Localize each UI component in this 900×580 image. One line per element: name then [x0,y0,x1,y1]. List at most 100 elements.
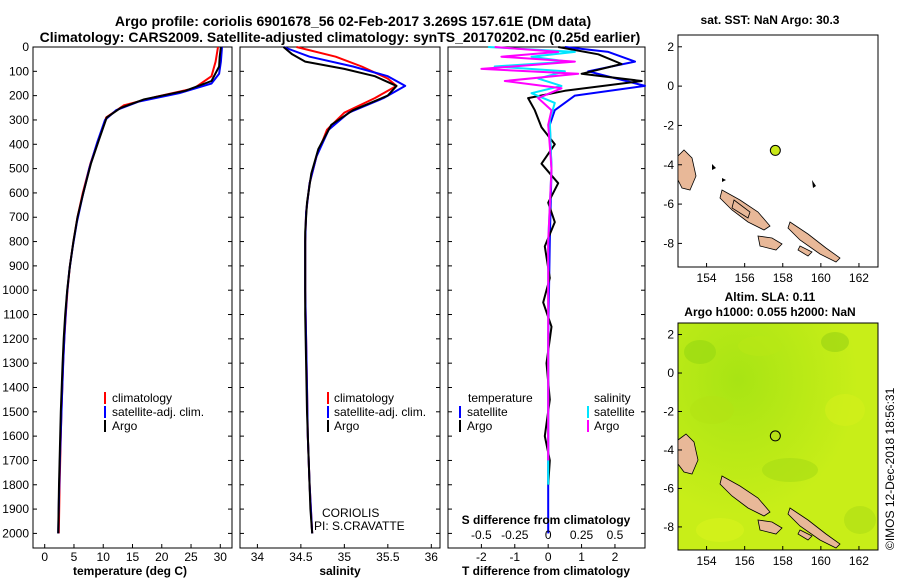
legend-label-sal-argo: Argo [594,419,620,433]
map-lat-label: -6 [663,481,674,495]
x-top-tick-label: -0.25 [501,528,529,542]
legend-label-climatology: climatology [112,391,172,405]
x-tick-label: 35.5 [376,550,400,564]
legend-label-argo: Argo [112,419,138,433]
island-shape [797,245,813,257]
sla-patch [844,506,876,534]
pi-annotation: PI: S.CRAVATTE [314,519,405,533]
difference-legend: temperature satellite Argo salinity sate… [459,391,635,433]
series-line-climatology [57,46,219,534]
series-line-salinity-satellite [488,46,576,485]
salinity-axis-label: salinity [319,564,361,578]
difference-plot-frame [447,46,646,549]
sla-patch [738,336,782,356]
depth-tick-label: 1000 [2,283,29,297]
legend-title-salinity: salinity [594,391,631,405]
map-lon-label: 162 [849,271,869,285]
island-shape [787,507,841,549]
series-line-argo [57,46,222,534]
x-tick-label: 2 [612,550,619,564]
x-tick-label: 34 [251,550,265,564]
sla-field-patches [684,332,876,542]
depth-tick-label: 2000 [2,526,29,540]
map-lat-label: -2 [663,404,674,418]
map-lat-label: -4 [663,158,674,172]
island-shape [719,475,771,517]
depth-tick-label: 200 [9,89,29,103]
argo-float-marker [769,144,781,156]
sst-map-axes: 154 156 158 160 162 2 0 -2 -4 -6 -8 [663,40,869,285]
sla-map-title-line-2: Argo h1000: 0.055 h2000: NaN [684,305,855,319]
map-lat-label: -8 [663,236,674,250]
x-tick-label: 36 [425,550,439,564]
map-lon-label: 154 [697,554,717,568]
depth-tick-label: 1300 [2,356,29,370]
sla-patch [690,396,734,424]
series-line-satellite-adj-clim- [57,46,223,534]
map-lat-label: 2 [667,328,674,342]
legend-label-argo: Argo [334,419,360,433]
x-tick-label: -1 [509,550,520,564]
sla-map-title-line-1: Altim. SLA: 0.11 [725,290,816,304]
x-axis-ticks: 0 5 10 15 20 25 30 34 34.5 35 35.5 36 -2 -1 0 1 2 -0.5 -0.… [41,528,623,564]
depth-tick-label: 800 [9,235,29,249]
map-lat-label: -6 [663,197,674,211]
institution-annotation: CORIOLIS [322,506,379,520]
x-top-tick-label: 0 [545,528,552,542]
legend-label-climatology: climatology [334,391,394,405]
depth-tick-label: 100 [9,64,29,78]
x-tick-label: 10 [97,550,111,564]
map-lon-label: 156 [735,554,755,568]
x-tick-label: 20 [155,550,169,564]
depth-tick-label: 700 [9,210,29,224]
series-line-temperature-argo [527,46,643,485]
sla-map-land [677,433,841,549]
map-lat-label: -4 [663,443,674,457]
x-tick-label: 0 [41,550,48,564]
map-lon-label: 156 [735,271,755,285]
map-lon-label: 160 [811,271,831,285]
map-lon-label: 154 [697,271,717,285]
map-lon-label: 158 [773,271,793,285]
x-tick-label: 30 [214,550,228,564]
salinity-legend: climatology satellite-adj. clim. Argo CO… [314,391,426,533]
sla-patch [821,332,849,352]
islet-shape [722,178,726,182]
depth-tick-label: 1900 [2,502,29,516]
temperature-axis-label: temperature (deg C) [73,564,187,578]
island-shape [787,221,841,263]
sla-patch [825,394,865,426]
x-tick-label: 0 [545,550,552,564]
temperature-legend: climatology satellite-adj. clim. Argo [104,391,204,433]
depth-tick-label: 0 [22,40,29,54]
island-shape [797,529,813,541]
legend-label-satellite: satellite-adj. clim. [112,405,204,419]
x-tick-label: 5 [71,550,78,564]
map-lat-label: -2 [663,118,674,132]
map-lat-label: 0 [667,79,674,93]
t-difference-axis-label: T difference from climatology [462,564,630,578]
x-tick-label: 25 [184,550,198,564]
islet-shape [812,180,816,188]
island-shape [677,433,699,475]
depth-tick-label: 900 [9,259,29,273]
map-lon-label: 158 [773,554,793,568]
x-tick-label: 34.5 [289,550,313,564]
series-line-climatology [296,46,398,534]
depth-tick-label: 1400 [2,380,29,394]
difference-series [480,46,646,534]
x-tick-label: 15 [126,550,140,564]
x-top-tick-label: 0.5 [607,528,624,542]
island-shape [677,149,697,191]
island-shape [731,199,751,219]
map-lon-label: 160 [811,554,831,568]
depth-tick-label: 1200 [2,332,29,346]
depth-tick-label: 600 [9,186,29,200]
figure-title-line-2: Climatology: CARS2009. Satellite-adjuste… [40,29,641,45]
legend-title-temperature: temperature [468,391,533,405]
x-tick-label: 1 [578,550,585,564]
map-lon-label: 162 [849,554,869,568]
series-line-temperature-satellite [547,46,646,534]
depth-tick-label: 1800 [2,478,29,492]
imos-watermark: ©IMOS 12-Dec-2018 18:56:31 [883,387,897,550]
